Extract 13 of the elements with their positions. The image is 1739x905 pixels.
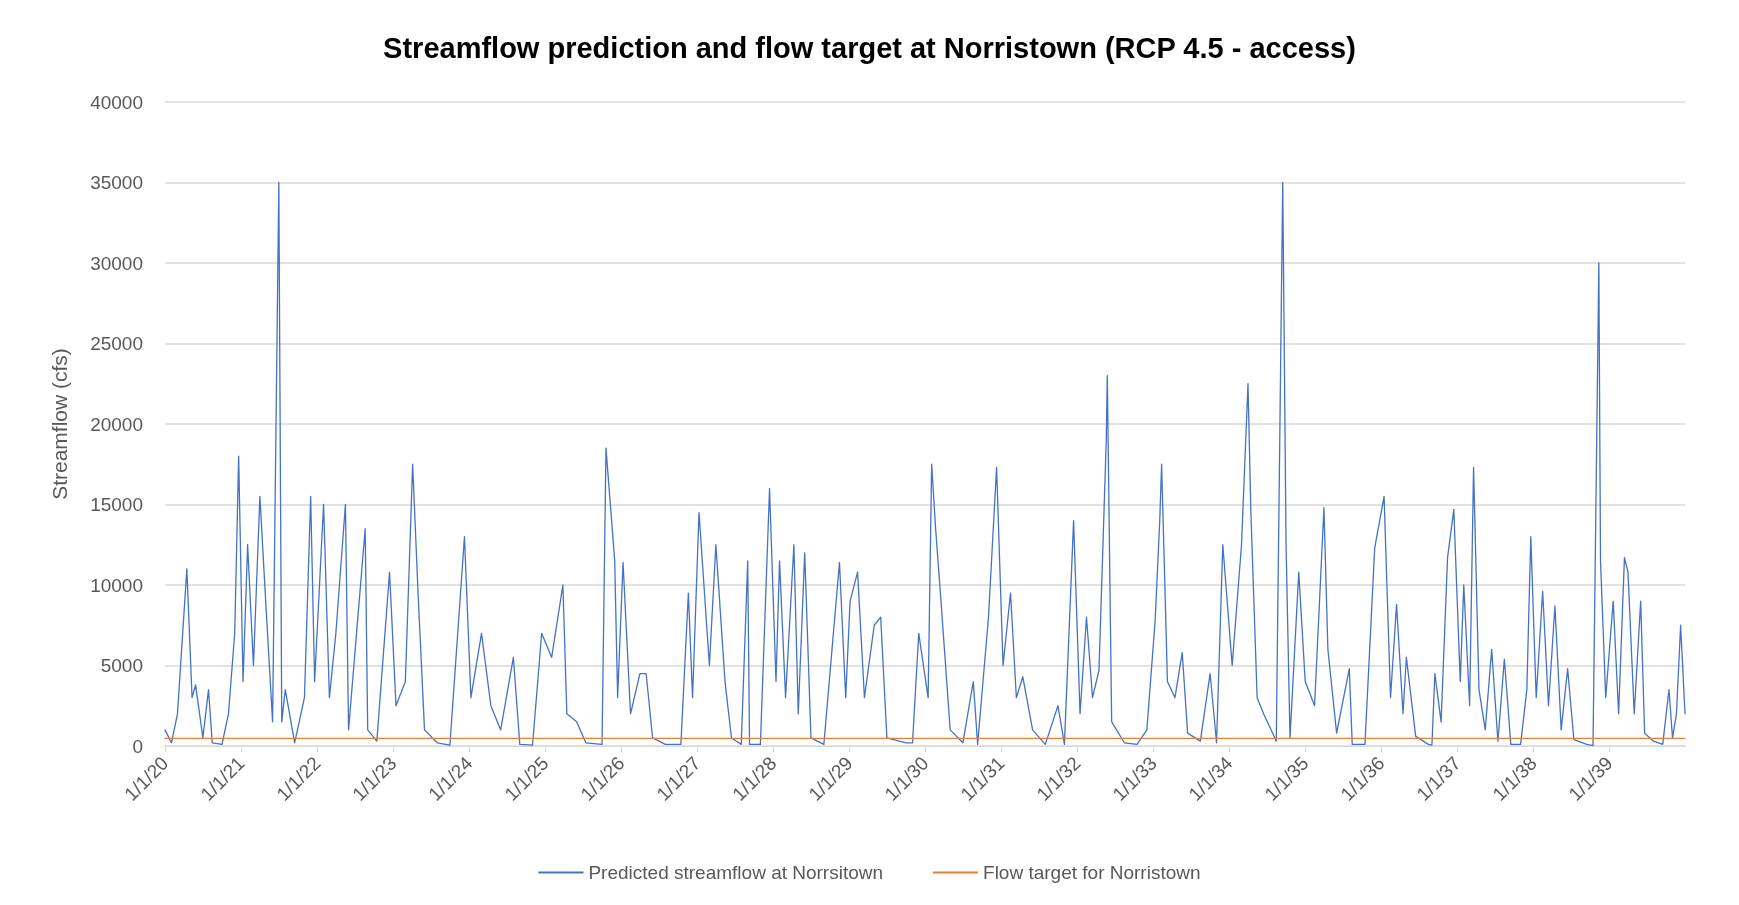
legend-label: Flow target for Norristown — [983, 862, 1201, 883]
chart-title: Streamflow prediction and flow target at Norristown (RCP 4.5 - access) — [383, 31, 1356, 64]
y-axis-title: Streamflow (cfs) — [48, 348, 71, 500]
y-tick-label: 40000 — [90, 91, 143, 113]
y-tick-label: 20000 — [90, 413, 143, 435]
y-tick-label: 15000 — [90, 494, 143, 515]
y-tick-label: 5000 — [100, 655, 143, 676]
y-tick-label: 25000 — [90, 333, 143, 354]
y-tick-label: 0 — [132, 735, 143, 757]
y-tick-label: 10000 — [90, 574, 143, 596]
y-tick-label: 30000 — [90, 252, 143, 274]
legend-label: Predicted streamflow at Norrsitown — [588, 862, 884, 883]
y-tick-label: 35000 — [90, 172, 143, 193]
